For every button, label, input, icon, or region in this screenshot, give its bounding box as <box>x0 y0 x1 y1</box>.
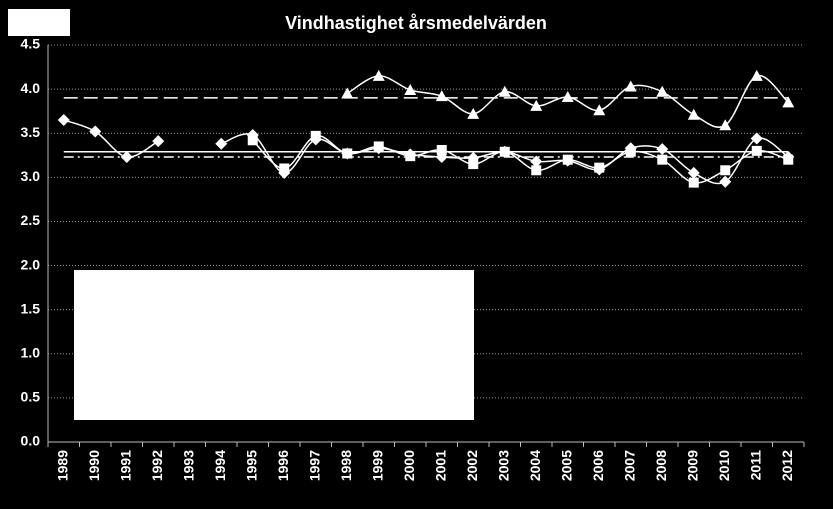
data-point <box>530 99 543 111</box>
x-tick-label: 2010 <box>716 450 732 481</box>
x-tick-label: 2008 <box>653 450 669 481</box>
y-tick-label: 3.5 <box>21 124 41 140</box>
y-tick-label: 1.0 <box>21 344 41 360</box>
x-tick-label: 2005 <box>558 450 574 481</box>
data-point <box>468 159 479 170</box>
x-tick-label: 2009 <box>684 450 700 481</box>
x-tick-label: 1997 <box>306 450 322 481</box>
plot-area: 0.0 0.5 1.0 1.5 2.0 2.5 3.0 3.5 4.0 4.5 1989 1990 19… <box>21 36 805 481</box>
data-point <box>719 119 732 131</box>
data-point <box>89 125 102 138</box>
y-tick-label: 2.5 <box>21 212 41 228</box>
data-point <box>687 166 700 179</box>
y-tick-label: 4.5 <box>21 36 41 52</box>
y-tick-label: 3.0 <box>21 168 41 184</box>
data-point <box>279 163 290 174</box>
data-point <box>782 96 795 108</box>
data-point <box>435 90 448 102</box>
legend-mask <box>8 9 70 36</box>
data-point <box>624 80 637 92</box>
x-tick-label: 1990 <box>86 450 102 481</box>
data-point <box>720 165 731 176</box>
data-point <box>120 151 133 164</box>
data-point <box>750 69 763 81</box>
x-tick-label: 1996 <box>275 450 291 481</box>
y-tick-label: 2.0 <box>21 256 41 272</box>
x-tick-label: 1999 <box>369 450 385 481</box>
data-point <box>215 137 228 150</box>
data-point <box>467 107 480 119</box>
x-tick-label: 1994 <box>212 450 228 481</box>
x-tick-label: 2012 <box>779 450 795 481</box>
x-tick-label: 1995 <box>243 450 259 481</box>
data-point <box>342 148 353 159</box>
x-tick-label: 1989 <box>54 450 70 481</box>
data-point <box>751 145 762 156</box>
data-point <box>152 135 165 148</box>
data-point <box>593 104 606 116</box>
y-tick-label: 0.5 <box>21 389 41 405</box>
data-point <box>372 69 385 81</box>
data-point <box>656 143 669 156</box>
x-tick-label: 2001 <box>432 450 448 481</box>
data-point <box>530 155 543 168</box>
data-point <box>404 83 417 95</box>
x-tick-label: 1993 <box>180 450 196 481</box>
data-point <box>719 175 732 188</box>
data-point <box>499 146 510 157</box>
x-tick-label: 2006 <box>590 450 606 481</box>
x-tick-label: 1998 <box>338 450 354 481</box>
data-point <box>405 151 416 162</box>
data-point <box>656 85 669 97</box>
data-point <box>498 85 511 97</box>
data-point <box>561 91 574 103</box>
x-tick-label: 2003 <box>495 450 511 481</box>
y-tick-label: 0.0 <box>21 433 41 449</box>
data-point <box>373 141 384 152</box>
data-point <box>436 144 447 155</box>
x-tick-label: 2000 <box>401 450 417 481</box>
legend-mask <box>74 270 474 420</box>
x-tick-label: 2011 <box>747 450 763 481</box>
x-tick-label: 2004 <box>527 450 543 481</box>
data-point <box>750 132 763 145</box>
data-point <box>310 130 321 141</box>
data-point <box>247 135 258 146</box>
chart-title: Vindhastighet årsmedelvärden <box>285 13 547 33</box>
data-point <box>625 146 636 157</box>
data-point <box>57 113 70 126</box>
data-point <box>687 108 700 120</box>
data-point <box>594 162 605 173</box>
data-point <box>531 165 542 176</box>
data-point <box>341 87 354 99</box>
y-tick-label: 4.0 <box>21 80 41 96</box>
y-tick-label: 1.5 <box>21 300 41 316</box>
x-tick-label: 1992 <box>149 450 165 481</box>
data-point <box>657 154 668 165</box>
x-tick-label: 2002 <box>464 450 480 481</box>
data-point <box>688 177 699 188</box>
x-tick-label: 1991 <box>117 450 133 481</box>
data-point <box>783 154 794 165</box>
x-tick-label: 2007 <box>621 450 637 481</box>
data-point <box>562 154 573 165</box>
